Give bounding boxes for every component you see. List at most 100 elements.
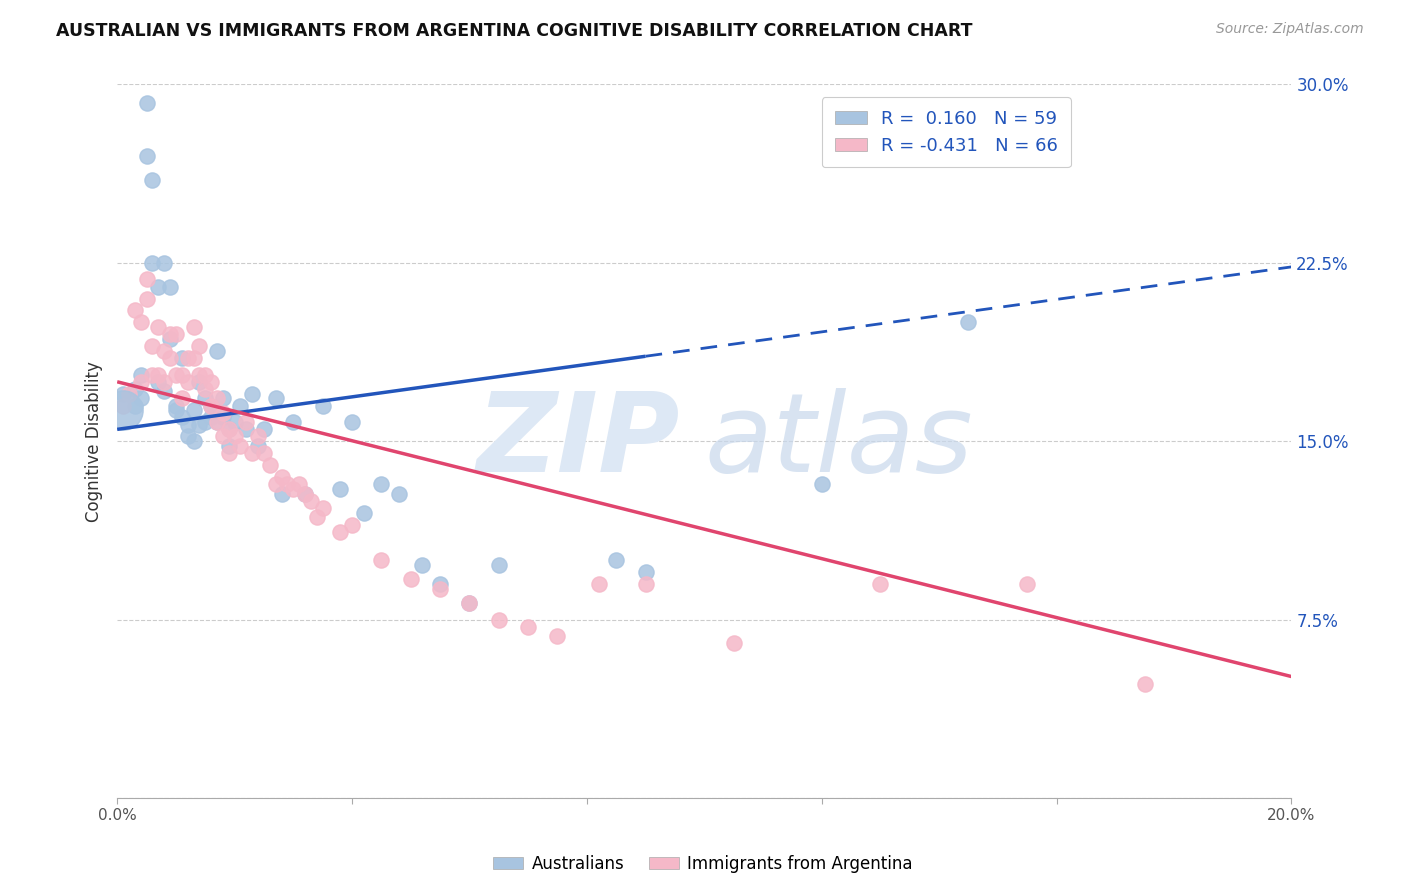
- Point: [124, 399, 146, 413]
- Text: atlas: atlas: [704, 388, 973, 495]
- Point: [188, 368, 211, 382]
- Point: [634, 577, 657, 591]
- Point: [153, 256, 176, 270]
- Point: [488, 613, 510, 627]
- Point: [224, 429, 246, 443]
- Point: [170, 410, 193, 425]
- Point: [170, 351, 193, 365]
- Point: [112, 399, 135, 413]
- Point: [224, 415, 246, 429]
- Point: [429, 582, 451, 596]
- Text: Source: ZipAtlas.com: Source: ZipAtlas.com: [1216, 22, 1364, 37]
- Point: [176, 375, 198, 389]
- Point: [159, 279, 181, 293]
- Point: [810, 477, 832, 491]
- Point: [148, 320, 170, 334]
- Point: [218, 446, 240, 460]
- Legend: R =  0.160   N = 59, R = -0.431   N = 66: R = 0.160 N = 59, R = -0.431 N = 66: [823, 97, 1071, 168]
- Point: [194, 392, 217, 406]
- Point: [200, 410, 222, 425]
- Point: [153, 375, 176, 389]
- Point: [183, 320, 205, 334]
- Point: [194, 368, 217, 382]
- Point: [200, 375, 222, 389]
- Point: [129, 315, 152, 329]
- Point: [212, 406, 235, 420]
- Point: [129, 392, 152, 406]
- Point: [399, 572, 422, 586]
- Point: [288, 477, 311, 491]
- Point: [247, 439, 270, 453]
- Point: [240, 386, 263, 401]
- Point: [159, 351, 181, 365]
- Point: [200, 399, 222, 413]
- Point: [340, 415, 363, 429]
- Point: [212, 429, 235, 443]
- Point: [869, 577, 891, 591]
- Point: [605, 553, 627, 567]
- Point: [129, 368, 152, 382]
- Point: [283, 415, 305, 429]
- Point: [299, 493, 322, 508]
- Point: [411, 558, 433, 572]
- Point: [218, 422, 240, 436]
- Text: ZIP: ZIP: [477, 388, 681, 495]
- Text: AUSTRALIAN VS IMMIGRANTS FROM ARGENTINA COGNITIVE DISABILITY CORRELATION CHART: AUSTRALIAN VS IMMIGRANTS FROM ARGENTINA …: [56, 22, 973, 40]
- Point: [229, 439, 252, 453]
- Point: [458, 596, 481, 610]
- Point: [634, 565, 657, 579]
- Point: [112, 403, 135, 417]
- Point: [1017, 577, 1039, 591]
- Point: [135, 96, 157, 111]
- Point: [240, 446, 263, 460]
- Point: [183, 434, 205, 449]
- Point: [176, 429, 198, 443]
- Point: [165, 399, 187, 413]
- Point: [370, 477, 392, 491]
- Point: [311, 399, 333, 413]
- Point: [194, 415, 217, 429]
- Point: [194, 382, 217, 396]
- Point: [165, 368, 187, 382]
- Point: [135, 272, 157, 286]
- Y-axis label: Cognitive Disability: Cognitive Disability: [86, 361, 103, 522]
- Legend: Australians, Immigrants from Argentina: Australians, Immigrants from Argentina: [486, 848, 920, 880]
- Point: [253, 446, 276, 460]
- Point: [247, 429, 270, 443]
- Point: [305, 510, 328, 524]
- Point: [148, 279, 170, 293]
- Point: [170, 392, 193, 406]
- Point: [388, 486, 411, 500]
- Point: [1133, 677, 1156, 691]
- Point: [547, 629, 569, 643]
- Point: [165, 403, 187, 417]
- Point: [176, 417, 198, 432]
- Point: [129, 375, 152, 389]
- Point: [283, 482, 305, 496]
- Point: [458, 596, 481, 610]
- Point: [340, 517, 363, 532]
- Point: [294, 486, 316, 500]
- Point: [205, 392, 228, 406]
- Point: [165, 327, 187, 342]
- Point: [235, 422, 257, 436]
- Point: [488, 558, 510, 572]
- Point: [135, 292, 157, 306]
- Point: [188, 375, 211, 389]
- Point: [205, 415, 228, 429]
- Point: [264, 392, 287, 406]
- Point: [353, 506, 375, 520]
- Point: [141, 172, 163, 186]
- Point: [200, 399, 222, 413]
- Point: [188, 339, 211, 353]
- Point: [588, 577, 610, 591]
- Point: [176, 351, 198, 365]
- Point: [270, 486, 292, 500]
- Point: [135, 149, 157, 163]
- Point: [294, 486, 316, 500]
- Point: [205, 343, 228, 358]
- Point: [141, 368, 163, 382]
- Point: [183, 403, 205, 417]
- Point: [218, 439, 240, 453]
- Point: [159, 327, 181, 342]
